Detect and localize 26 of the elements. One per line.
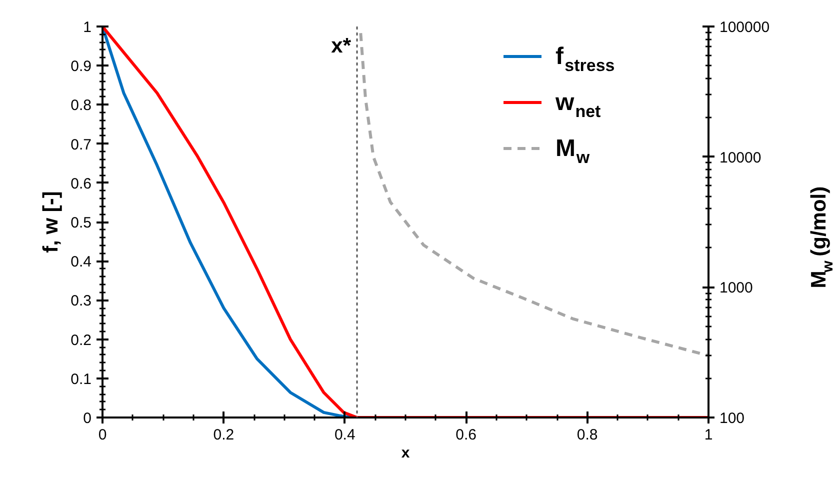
y-tick-label: 0.2 bbox=[70, 332, 92, 349]
y-tick-label: 0.8 bbox=[70, 97, 92, 114]
y-tick-label: 0.3 bbox=[70, 292, 92, 310]
line-series bbox=[359, 32, 708, 357]
y2-tick-label: 100 bbox=[720, 410, 745, 427]
x-axis-title: x bbox=[401, 444, 410, 462]
y-tick-label: 1 bbox=[83, 19, 92, 36]
y-tick-label: 0.4 bbox=[70, 254, 92, 271]
y-tick-label: 0.9 bbox=[70, 58, 92, 76]
y2-tick-label: 100000 bbox=[720, 19, 770, 36]
y2-tick-label: 1000 bbox=[720, 280, 753, 297]
x-tick-label: 0.2 bbox=[213, 426, 234, 444]
y-tick-label: 0.7 bbox=[70, 136, 92, 154]
y-tick-label: 0.5 bbox=[70, 214, 92, 232]
x-tick-label: 0 bbox=[98, 426, 107, 444]
y-tick-label: 0.6 bbox=[70, 175, 92, 192]
x-tick-label: 1 bbox=[704, 426, 713, 444]
x-tick-label: 0.6 bbox=[456, 426, 477, 444]
y-tick-label: 0.1 bbox=[70, 370, 92, 388]
ref-line-label: x* bbox=[331, 34, 352, 58]
y-axis-title: f, w [-] bbox=[40, 191, 63, 253]
x-tick-label: 0.8 bbox=[576, 426, 598, 444]
y2-tick-label: 10000 bbox=[720, 149, 762, 166]
y2-axis-title: Mw (g/mol) bbox=[808, 186, 834, 288]
x-tick-label: 0.4 bbox=[334, 426, 356, 444]
y-tick-label: 0 bbox=[83, 410, 92, 427]
